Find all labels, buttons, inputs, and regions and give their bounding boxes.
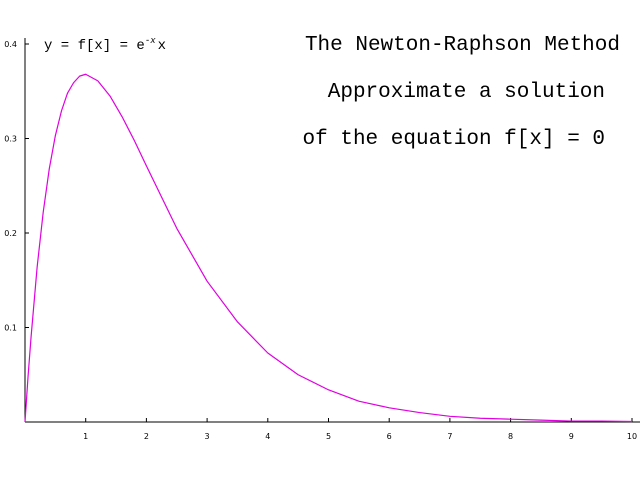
series-line <box>24 73 633 423</box>
x-tick-label: 4 <box>265 432 270 441</box>
chart-subtitle-line-1: Approximate a solution <box>328 81 605 104</box>
x-tick-label: 3 <box>205 432 210 441</box>
x-tick-label: 5 <box>326 432 331 441</box>
x-tick-label: 8 <box>508 432 513 441</box>
x-tick-label: 9 <box>569 432 574 441</box>
x-tick-label: 6 <box>387 432 392 441</box>
y-tick-label: 0.2 <box>4 229 17 238</box>
chart-subtitle-line-2: of the equation f[x] = 0 <box>303 128 605 151</box>
y-tick-label: 0.1 <box>4 324 17 333</box>
formula-label: y = f[x] = e-x x <box>44 36 166 54</box>
x-ticks: 1 2 3 4 5 6 7 8 9 10 <box>83 418 637 441</box>
x-tick-label: 2 <box>144 432 149 441</box>
x-tick-label: 7 <box>447 432 452 441</box>
chart-title: The Newton-Raphson Method <box>305 34 620 57</box>
x-tick-label: 1 <box>83 432 88 441</box>
formula-exponent: -x <box>145 36 156 46</box>
x-tick-label: 10 <box>627 432 637 441</box>
formula-prefix: y = f[x] = e <box>44 38 145 54</box>
axes <box>24 38 640 423</box>
y-tick-label: 0.3 <box>4 135 17 144</box>
y-ticks: 0.1 0.2 0.3 0.4 <box>4 40 29 333</box>
series-layer <box>24 73 633 423</box>
y-tick-label: 0.4 <box>4 40 17 49</box>
formula-suffix: x <box>158 38 166 54</box>
